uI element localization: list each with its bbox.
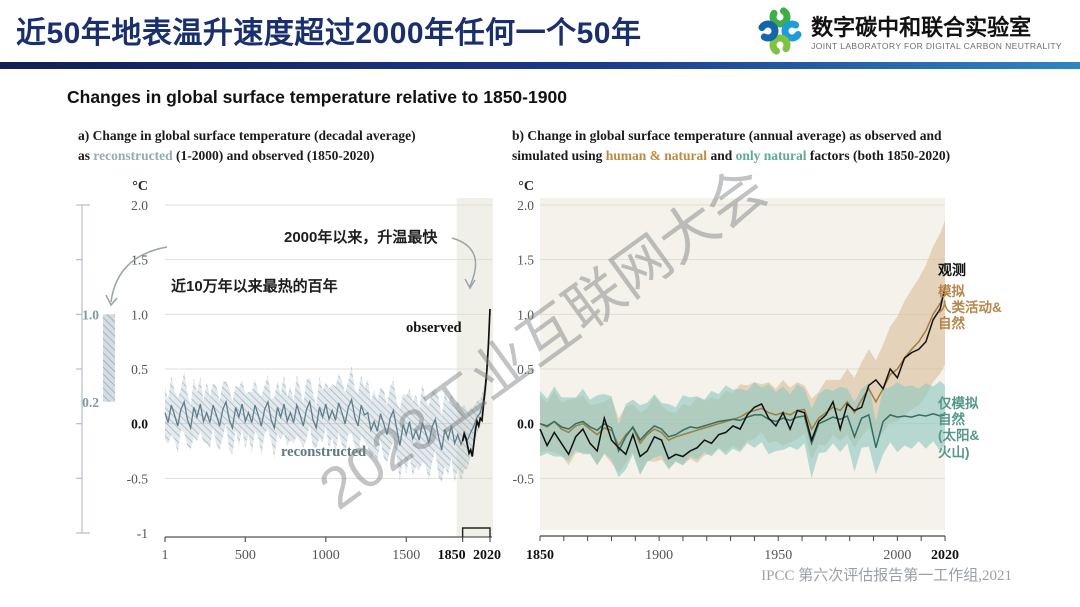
svg-text:1: 1: [162, 548, 169, 563]
svg-text:1.0: 1.0: [517, 307, 534, 322]
svg-text:1850: 1850: [438, 548, 466, 563]
legend-observed: 观测: [938, 262, 966, 278]
only-natural-word: only natural: [735, 147, 807, 163]
source-citation: IPCC 第六次评估报告第一工作组,2021: [761, 568, 1012, 584]
svg-text:°C: °C: [518, 179, 534, 194]
svg-text:0.0: 0.0: [517, 417, 534, 432]
svg-text:1.5: 1.5: [517, 253, 534, 268]
svg-text:-1: -1: [137, 526, 148, 541]
legend-natural-only: 仅模拟 自然 (太阳& 火山): [938, 396, 980, 460]
svg-text:0.0: 0.0: [131, 417, 148, 432]
lab-logo-name-en: JOINT LABORATORY FOR DIGITAL CARBON NEUT…: [811, 40, 1062, 51]
annotation-hottest-century: 近10万年以来最热的百年: [171, 278, 338, 295]
svg-text:1.0: 1.0: [131, 307, 148, 322]
panel-a-caption: a) Change in global surface temperature …: [78, 128, 416, 163]
svg-text:1850: 1850: [526, 548, 554, 563]
svg-text:2020: 2020: [473, 548, 501, 563]
figure-title: Changes in global surface temperature re…: [67, 87, 567, 107]
chart-panel-b: °C 2.0 1.5 1.0 0.5 0.0 -0.5 1850 1900 1950 2000 202…: [500, 178, 1080, 578]
lab-logo-name-cn: 数字碳中和联合实验室: [811, 15, 1032, 41]
chart-panel-a: 1.0 0.2 °C 2.0 1.5 1.0 0.5 0.0 -0.5 -1 1 500 1000 150…: [55, 178, 525, 578]
observed-series-label: observed: [406, 320, 462, 336]
svg-text:2020: 2020: [931, 548, 959, 563]
svg-text:0.2: 0.2: [82, 395, 99, 410]
header-divider: [0, 62, 1080, 69]
svg-text:1.0: 1.0: [82, 307, 99, 322]
svg-text:°C: °C: [132, 179, 148, 194]
svg-text:0.5: 0.5: [131, 362, 148, 377]
svg-text:0.5: 0.5: [517, 362, 534, 377]
carbon-neutrality-logo-icon: [757, 6, 803, 61]
svg-text:-0.5: -0.5: [127, 471, 149, 486]
svg-text:2.0: 2.0: [131, 198, 148, 213]
svg-text:500: 500: [235, 548, 256, 563]
page-title: 近50年地表温升速度超过2000年任何一个50年: [16, 17, 642, 50]
svg-text:2000: 2000: [883, 548, 911, 563]
panel-b-caption: b) Change in global surface temperature …: [512, 128, 951, 163]
human-natural-word: human & natural: [605, 147, 708, 163]
reconstructed-series-label: reconstructed: [281, 444, 367, 460]
legend-human-natural: 模拟 人类活动& 自然: [938, 284, 1002, 332]
svg-text:2.0: 2.0: [517, 198, 534, 213]
svg-text:-0.5: -0.5: [513, 471, 535, 486]
reconstructed-word: reconstructed: [93, 147, 173, 163]
lab-logo: 数字碳中和联合实验室 JOINT LABORATORY FOR DIGITAL …: [757, 6, 1062, 61]
svg-text:1000: 1000: [312, 548, 340, 563]
svg-text:1500: 1500: [392, 548, 420, 563]
svg-text:1.5: 1.5: [131, 253, 148, 268]
annotation-fastest-warming: 2000年以来，升温最快: [284, 229, 438, 246]
svg-text:1900: 1900: [645, 548, 673, 563]
svg-text:1950: 1950: [764, 548, 792, 563]
